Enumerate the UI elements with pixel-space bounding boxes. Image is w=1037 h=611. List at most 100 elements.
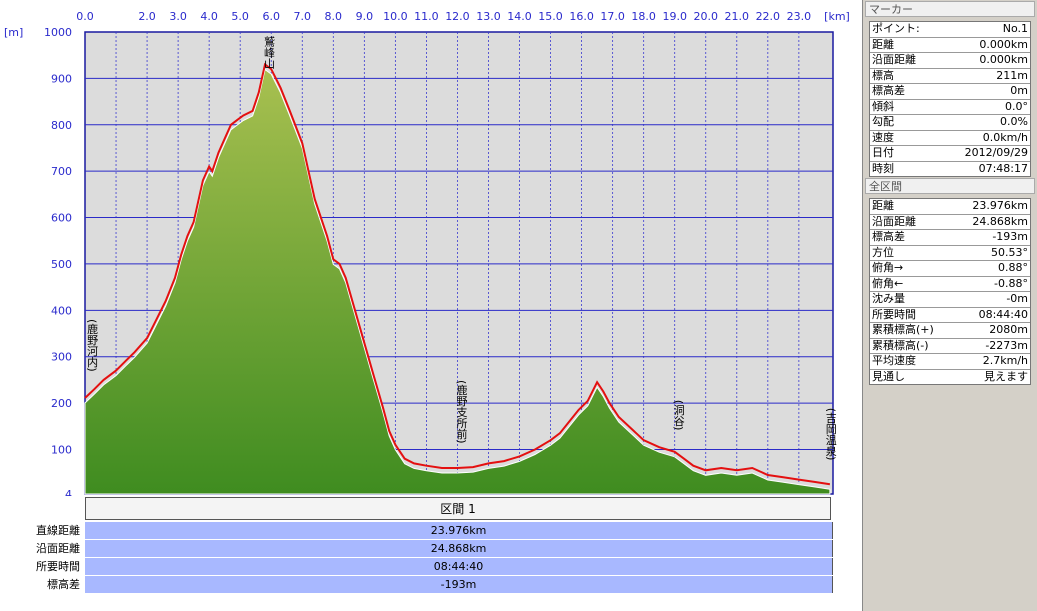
marker-value: 0.0km/h (982, 130, 1028, 144)
x-tick-label: 12.0 (445, 10, 470, 23)
track-line (84, 62, 831, 486)
x-tick-label: 15.0 (538, 10, 563, 23)
x-tick-label: 13.0 (476, 10, 501, 23)
x-tick-label: 10.0 (383, 10, 408, 23)
total-row: 平均速度 2.7km/h (870, 354, 1030, 370)
x-tick-label: 19.0 (662, 10, 687, 23)
marker-value: 0.0% (1000, 115, 1028, 128)
marker-value: 0.000km (979, 53, 1028, 66)
waypoint-label: 鷲峰山 (263, 35, 276, 69)
waypoint-label: (鹿野河内) (86, 319, 99, 372)
marker-panel-title[interactable]: マーカー (865, 1, 1035, 17)
waypoint-label: (吉岡温泉) (824, 408, 837, 461)
marker-key: 日付 (872, 146, 894, 159)
total-row: 累積標高(-) -2273m (870, 338, 1030, 354)
total-value: 50.53° (991, 245, 1028, 259)
x-unit-label: [km] (824, 10, 850, 23)
y-tick-label: 1000 (44, 26, 72, 39)
total-key: 所要時間 (872, 307, 916, 321)
marker-row: 沿面距離 0.000km (870, 53, 1030, 69)
section-value: 24.868km (85, 540, 833, 557)
marker-value: No.1 (1002, 22, 1028, 35)
total-value: 2080m (989, 323, 1028, 336)
section-header[interactable]: 区間 1 (85, 497, 831, 520)
total-key: 沿面距離 (872, 214, 916, 228)
marker-key: 標高 (872, 68, 894, 82)
terrain-area (84, 68, 831, 495)
marker-panel: ポイント: No.1 距離 0.000km 沿面距離 0.000km 標高 211m 標高差 0m… (869, 21, 1031, 177)
total-row: 沈み量 -0m (870, 292, 1030, 308)
total-key: 距離 (872, 199, 894, 212)
total-row: 俯角→ 0.88° (870, 261, 1030, 277)
total-row: 見通し 見えます (870, 370, 1030, 385)
y-tick-label: 900 (51, 72, 72, 85)
section-value: 23.976km (85, 522, 833, 539)
y-tick-label: 600 (51, 212, 72, 225)
x-tick-label: 21.0 (725, 10, 750, 23)
total-key: 俯角← (872, 276, 904, 290)
info-panel: マーカー ポイント: No.1 距離 0.000km 沿面距離 0.000km 標高 211m… (862, 0, 1037, 611)
y-tick-label: 400 (51, 304, 72, 317)
section-row-elevation-diff: 標高差 -193m (0, 576, 862, 593)
marker-value: 211m (996, 68, 1028, 82)
total-row: 累積標高(+) 2080m (870, 323, 1030, 339)
total-panel-title[interactable]: 全区間 (865, 178, 1035, 194)
total-row: 所要時間 08:44:40 (870, 307, 1030, 323)
marker-value: 0.000km (979, 37, 1028, 51)
x-tick-label: 5.0 (231, 10, 249, 23)
waypoint-label: (鹿野支所前) (455, 380, 468, 444)
total-key: 平均速度 (872, 354, 916, 367)
marker-row: 標高 211m (870, 68, 1030, 84)
marker-key: 速度 (872, 130, 894, 144)
y-tick-label: 700 (51, 165, 72, 178)
total-value: 24.868km (972, 214, 1028, 228)
total-value: -2273m (985, 338, 1028, 352)
total-value: 見えます (984, 369, 1028, 383)
x-tick-label: 22.0 (756, 10, 781, 23)
x-tick-label: 11.0 (414, 10, 439, 23)
y-tick-label: 100 (51, 443, 72, 456)
x-tick-label: 8.0 (325, 10, 343, 23)
marker-value: 2012/09/29 (964, 146, 1028, 159)
total-key: 標高差 (872, 230, 905, 243)
total-value: 2.7km/h (982, 354, 1028, 367)
total-value: -0.88° (994, 276, 1028, 290)
marker-key: 沿面距離 (872, 53, 916, 66)
total-value: -193m (992, 230, 1028, 243)
x-tick-label: 20.0 (693, 10, 718, 23)
y-tick-label: 500 (51, 258, 72, 271)
y-tick-label: 800 (51, 119, 72, 132)
y-tick-label: 300 (51, 351, 72, 364)
total-key: 俯角→ (872, 261, 904, 274)
section-value: 08:44:40 (85, 558, 833, 575)
x-tick-label: 2.0 (138, 10, 156, 23)
total-row: 俯角← -0.88° (870, 276, 1030, 292)
elevation-chart-svg: 0.0 2.0 3.0 4.0 5.0 6.0 7.0 8.0 9.0 10.0 11.0 12.0 1… (4, 10, 850, 496)
marker-key: 傾斜 (872, 99, 894, 113)
total-key: 沈み量 (872, 292, 905, 305)
marker-row: ポイント: No.1 (870, 22, 1030, 38)
marker-key: 時刻 (872, 161, 894, 175)
section-row-duration: 所要時間 08:44:40 (0, 558, 862, 575)
marker-value: 07:48:17 (978, 161, 1028, 175)
section-row-straight-distance: 直線距離 23.976km (0, 522, 862, 539)
marker-row: 標高差 0m (870, 84, 1030, 100)
total-key: 累積標高(-) (872, 338, 929, 352)
section-value: -193m (85, 576, 833, 593)
x-tick-label: 9.0 (356, 10, 374, 23)
total-row: 方位 50.53° (870, 245, 1030, 261)
y-tick-label: 200 (51, 397, 72, 410)
x-tick-label: 6.0 (262, 10, 280, 23)
x-tick-label: 0.0 (76, 10, 94, 23)
elevation-chart: 0.0 2.0 3.0 4.0 5.0 6.0 7.0 8.0 9.0 10.0 11.0 12.0 1… (0, 10, 862, 593)
section-row-surface-distance: 沿面距離 24.868km (0, 540, 862, 557)
marker-row: 速度 0.0km/h (870, 130, 1030, 146)
marker-value: 0m (1010, 84, 1028, 97)
total-row: 標高差 -193m (870, 230, 1030, 246)
x-tick-label: 14.0 (507, 10, 532, 23)
x-tick-label: 7.0 (294, 10, 312, 23)
marker-row: 距離 0.000km (870, 37, 1030, 53)
total-row: 距離 23.976km (870, 199, 1030, 215)
section-label: 標高差 (47, 578, 80, 591)
marker-row: 日付 2012/09/29 (870, 146, 1030, 162)
